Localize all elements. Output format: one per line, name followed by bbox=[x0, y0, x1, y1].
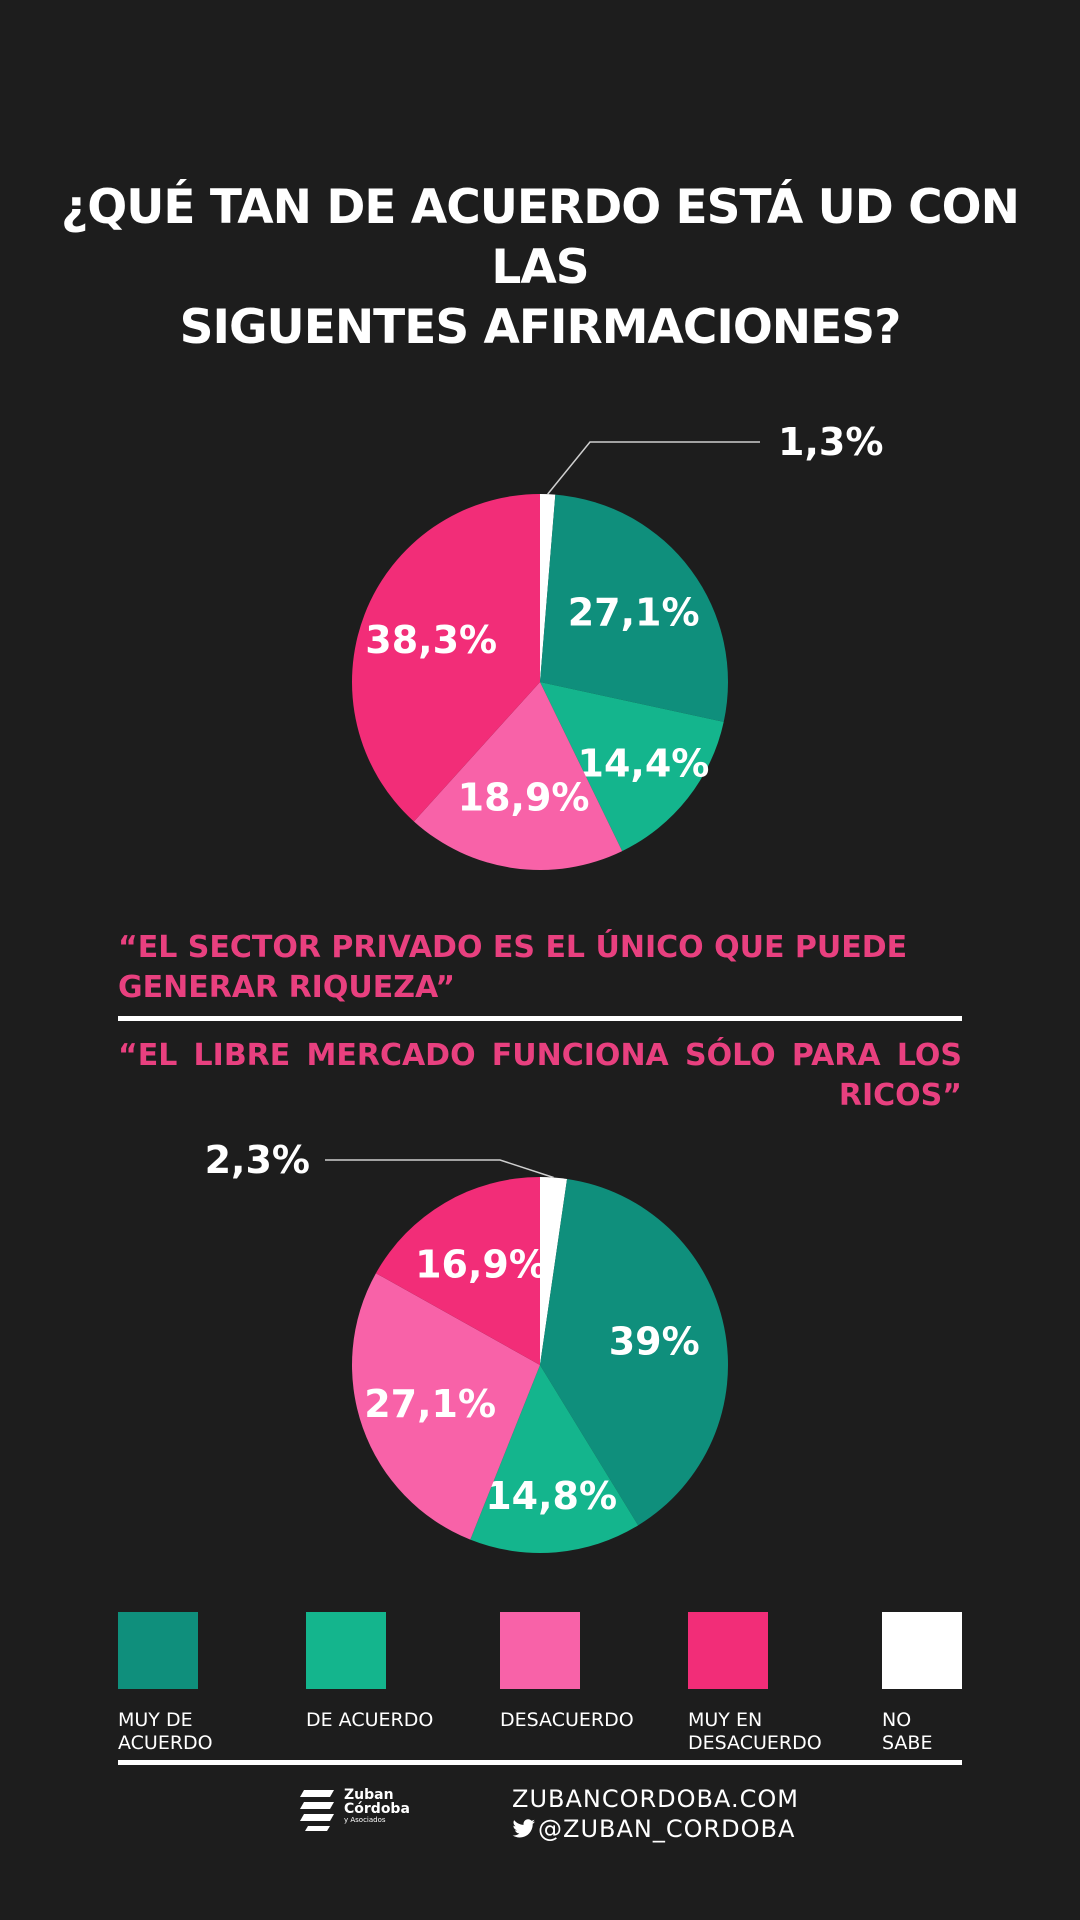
legend-swatch bbox=[882, 1612, 962, 1689]
divider-rule bbox=[118, 1016, 962, 1021]
legend-item-muy-de-acuerdo: MUY DE ACUERDO bbox=[118, 1612, 288, 1755]
slice-label-muy-en-desacuerdo: 38,3% bbox=[365, 618, 497, 662]
twitter-handle[interactable]: @ZUBAN_CORDOBA bbox=[512, 1814, 799, 1844]
title-line-1: ¿QUÉ TAN DE ACUERDO ESTÁ UD CON LAS bbox=[61, 180, 1020, 295]
legend-swatch bbox=[500, 1612, 580, 1689]
slice-label-desacuerdo: 27,1% bbox=[364, 1382, 496, 1426]
pie-slice-muy-de-acuerdo bbox=[540, 494, 728, 722]
footer-links: ZUBANCORDOBA.COM @ZUBAN_CORDOBA bbox=[512, 1784, 799, 1844]
slice-label-no-sabe: 1,3% bbox=[778, 420, 883, 464]
legend-item-no-sabe: NO SABE bbox=[882, 1612, 1052, 1755]
pie-slice-de-acuerdo bbox=[540, 682, 724, 852]
legend: MUY DE ACUERDO DE ACUERDO DESACUERDO MUY EN… bbox=[118, 1612, 962, 1755]
slice-label-muy-en-desacuerdo: 16,9% bbox=[415, 1242, 547, 1286]
pie-slice-no-sabe bbox=[540, 494, 556, 682]
footer-rule bbox=[118, 1760, 962, 1765]
twitter-handle-text: @ZUBAN_CORDOBA bbox=[538, 1815, 796, 1843]
slice-label-de-acuerdo: 14,8% bbox=[485, 1474, 617, 1518]
legend-swatch bbox=[118, 1612, 198, 1689]
title-line-2: SIGUENTES AFIRMACIONES? bbox=[179, 300, 902, 355]
slice-label-muy-de-acuerdo: 27,1% bbox=[568, 591, 700, 635]
logo-subtitle: y Asociados bbox=[344, 1816, 386, 1824]
legend-label: MUY DE ACUERDO bbox=[118, 1709, 213, 1754]
pie-slice-muy-en-desacuerdo bbox=[375, 1177, 540, 1365]
statement-libre-mercado: “EL LIBRE MERCADO FUNCIONA SÓLO PARA LOS… bbox=[118, 1038, 962, 1113]
zuban-cordoba-logo: Zuban Córdoba y Asociados bbox=[300, 1786, 420, 1832]
slice-label-muy-de-acuerdo: 39% bbox=[609, 1320, 700, 1364]
pie-chart-sector-privado: 1,3% 27,1% 14,4%18,9% 38,3% bbox=[351, 420, 883, 870]
pie-slice-no-sabe bbox=[540, 1177, 568, 1365]
pie-chart-libre-mercado: 2,3% 39% 14,8% 27,1% 16,9% bbox=[205, 1138, 728, 1553]
legend-swatch bbox=[688, 1612, 768, 1689]
legend-label: NO SABE bbox=[882, 1709, 933, 1754]
slice-label-no-sabe: 2,3% bbox=[205, 1138, 310, 1182]
callout-line bbox=[547, 441, 760, 495]
legend-item-muy-en-desacuerdo: MUY EN DESACUERDO bbox=[688, 1612, 858, 1755]
pie-slice-desacuerdo bbox=[413, 682, 623, 870]
legend-label: DE ACUERDO bbox=[306, 1709, 434, 1731]
pie-slice-de-acuerdo bbox=[470, 1365, 639, 1553]
legend-label: DESACUERDO bbox=[500, 1709, 634, 1731]
legend-label: MUY EN DESACUERDO bbox=[688, 1709, 822, 1754]
logo-name-2: Córdoba bbox=[344, 1801, 410, 1817]
twitter-bird-icon bbox=[512, 1819, 535, 1838]
legend-item-desacuerdo: DESACUERDO bbox=[500, 1612, 670, 1732]
logo-name-1: Zuban bbox=[344, 1787, 394, 1803]
pie-slice-muy-de-acuerdo bbox=[540, 1178, 728, 1526]
page-title: ¿QUÉ TAN DE ACUERDO ESTÁ UD CON LAS SIGU… bbox=[40, 178, 1040, 358]
callout-line bbox=[325, 1159, 554, 1179]
pie-slice-desacuerdo bbox=[352, 1273, 540, 1540]
website-link[interactable]: ZUBANCORDOBA.COM bbox=[512, 1785, 799, 1813]
logo-stripes-icon bbox=[300, 1790, 334, 1831]
statement-sector-privado: “EL SECTOR PRIVADO ES EL ÚNICO QUE PUEDE… bbox=[118, 930, 908, 1005]
slice-label-desacuerdo: 18,9% bbox=[458, 775, 590, 819]
legend-item-de-acuerdo: DE ACUERDO bbox=[306, 1612, 476, 1732]
pie-slice-muy-en-desacuerdo bbox=[351, 494, 540, 822]
legend-swatch bbox=[306, 1612, 386, 1689]
slice-label-de-acuerdo: 14,4% bbox=[578, 741, 710, 785]
